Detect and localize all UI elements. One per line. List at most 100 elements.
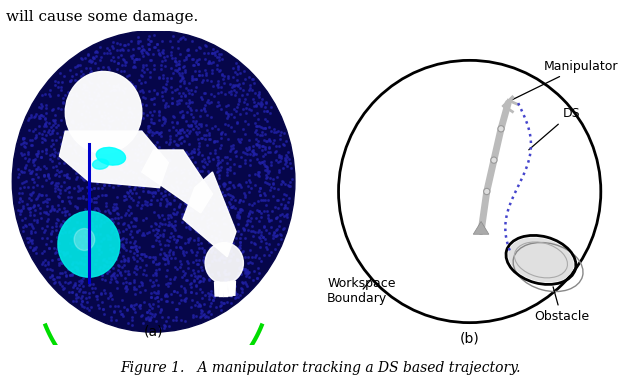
Point (50, 279, 60, 285)
Point (188, 62, 198, 68)
Point (196, 94, 206, 100)
Point (77, 303, 87, 309)
Point (143, 51, 154, 57)
Point (70, 124, 81, 130)
Point (109, 254, 119, 260)
Point (259, 208, 269, 214)
Point (234, 63, 244, 69)
Point (217, 156, 227, 162)
Point (159, 101, 170, 108)
Point (167, 167, 177, 173)
Point (182, 239, 193, 246)
Point (25, 137, 35, 143)
Point (239, 131, 250, 137)
Point (237, 266, 248, 272)
Point (181, 224, 191, 230)
Point (166, 84, 177, 90)
Point (225, 179, 236, 185)
Point (35, 215, 45, 221)
Point (82, 87, 92, 93)
Point (186, 122, 196, 128)
Point (203, 262, 213, 268)
Point (79, 94, 90, 100)
Point (90, 216, 100, 223)
Point (81, 136, 92, 142)
Point (124, 108, 134, 114)
Point (74, 100, 84, 106)
Point (98, 306, 108, 312)
Point (257, 143, 268, 149)
Point (122, 96, 132, 102)
Point (188, 154, 198, 160)
Point (150, 44, 160, 50)
Point (282, 205, 292, 211)
Point (77, 111, 87, 117)
Point (125, 205, 135, 211)
Point (99, 182, 109, 188)
Point (131, 271, 141, 277)
Point (28, 190, 38, 196)
Point (132, 247, 142, 254)
Point (61, 273, 72, 279)
Point (120, 85, 130, 91)
Point (129, 306, 139, 312)
Point (147, 96, 157, 102)
Point (216, 236, 226, 242)
Point (264, 181, 274, 187)
Point (188, 267, 198, 273)
Point (171, 306, 181, 312)
Point (19, 169, 29, 175)
Point (65, 124, 76, 130)
Point (99, 95, 109, 101)
Point (179, 175, 189, 181)
Point (87, 285, 97, 291)
Point (71, 292, 81, 298)
Point (170, 222, 180, 228)
Point (178, 188, 188, 194)
Point (164, 252, 174, 258)
Point (99, 192, 109, 198)
Point (130, 64, 140, 70)
Point (55, 281, 65, 287)
Point (123, 208, 133, 214)
Point (132, 111, 143, 118)
Point (115, 237, 125, 243)
Point (28, 183, 38, 190)
Point (210, 52, 220, 58)
Point (84, 294, 94, 300)
Point (207, 46, 218, 52)
Point (118, 139, 129, 145)
Point (34, 123, 44, 129)
Point (136, 48, 146, 54)
Point (77, 245, 87, 251)
Point (131, 56, 141, 62)
Point (40, 116, 50, 122)
Point (154, 131, 164, 137)
Point (241, 145, 251, 151)
Point (159, 120, 169, 126)
Point (143, 316, 154, 322)
Point (220, 300, 230, 306)
Point (207, 259, 217, 265)
Point (211, 49, 221, 56)
Point (84, 194, 94, 200)
Point (185, 158, 195, 164)
Point (112, 252, 122, 259)
Point (47, 122, 58, 128)
Point (197, 189, 207, 195)
Point (252, 142, 262, 149)
Point (252, 275, 262, 281)
Point (278, 141, 289, 147)
Point (74, 169, 84, 175)
Point (252, 131, 262, 137)
Point (128, 305, 138, 311)
Point (220, 291, 230, 297)
Point (166, 74, 176, 80)
Point (268, 140, 278, 146)
Point (228, 240, 238, 246)
Point (200, 56, 210, 62)
Point (102, 156, 112, 162)
Point (218, 253, 228, 259)
Point (33, 115, 44, 121)
Point (69, 224, 79, 231)
